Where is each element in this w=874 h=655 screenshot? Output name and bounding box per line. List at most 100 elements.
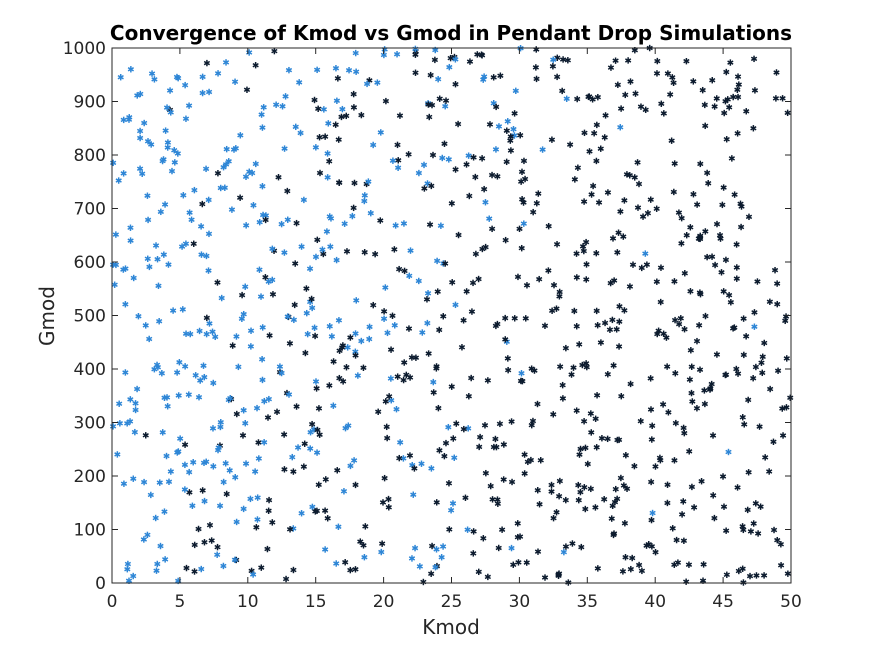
data-point-converged — [259, 376, 266, 384]
data-point-not-converged — [266, 332, 273, 339]
data-point-not-converged — [486, 121, 494, 128]
data-point-converged — [171, 159, 178, 166]
data-point-not-converged — [740, 315, 747, 322]
data-point-converged — [259, 124, 266, 131]
data-point-not-converged — [713, 351, 721, 358]
data-point-converged — [353, 297, 360, 304]
data-point-not-converged — [478, 52, 486, 59]
data-point-not-converged — [671, 561, 678, 568]
data-point-not-converged — [326, 158, 333, 165]
data-point-converged — [340, 488, 348, 495]
data-point-not-converged — [382, 398, 389, 405]
data-point-not-converged — [427, 71, 434, 79]
data-point-converged — [303, 309, 310, 317]
data-point-not-converged — [734, 86, 741, 93]
data-point-not-converged — [686, 448, 693, 455]
y-tick-label: 100 — [74, 521, 106, 541]
data-point-converged — [312, 253, 320, 261]
data-point-converged — [167, 109, 174, 116]
data-point-not-converged — [576, 451, 583, 458]
data-point-not-converged — [495, 544, 502, 552]
x-tick-label: 50 — [780, 592, 802, 612]
data-point-converged — [237, 132, 244, 139]
data-point-not-converged — [233, 410, 240, 418]
data-point-not-converged — [358, 111, 365, 119]
data-point-converged — [349, 212, 356, 220]
data-point-converged — [366, 323, 373, 331]
data-point-not-converged — [186, 489, 193, 496]
data-point-not-converged — [779, 405, 786, 412]
data-point-not-converged — [574, 95, 581, 103]
data-point-not-converged — [762, 454, 769, 461]
data-point-not-converged — [740, 526, 747, 534]
data-point-converged — [176, 359, 183, 366]
data-point-converged — [345, 422, 352, 429]
data-point-not-converged — [517, 132, 524, 139]
data-point-not-converged — [253, 524, 260, 531]
data-point-not-converged — [336, 347, 343, 354]
data-point-converged — [363, 80, 371, 88]
data-point-not-converged — [322, 133, 329, 140]
data-point-converged — [307, 429, 314, 436]
data-point-converged — [260, 439, 268, 446]
data-point-not-converged — [711, 514, 718, 522]
data-point-not-converged — [758, 359, 765, 366]
data-point-not-converged — [718, 269, 725, 276]
data-point-not-converged — [733, 275, 740, 282]
data-point-converged — [256, 218, 263, 226]
data-point-not-converged — [677, 315, 684, 322]
data-point-not-converged — [583, 276, 590, 283]
data-point-converged — [384, 329, 391, 337]
data-point-not-converged — [735, 567, 742, 575]
data-point-not-converged — [609, 316, 616, 324]
data-point-converged — [242, 419, 249, 427]
data-point-not-converged — [395, 265, 403, 273]
data-point-not-converged — [507, 147, 515, 154]
data-point-converged — [366, 335, 373, 343]
data-point-not-converged — [587, 410, 594, 417]
data-point-not-converged — [342, 559, 349, 566]
data-point-not-converged — [652, 548, 659, 556]
data-point-not-converged — [264, 414, 272, 421]
data-point-not-converged — [314, 426, 321, 434]
data-point-converged — [465, 152, 472, 159]
data-point-not-converged — [613, 326, 620, 333]
data-point-not-converged — [701, 101, 708, 109]
data-point-not-converged — [719, 473, 727, 480]
data-point-not-converged — [734, 370, 742, 377]
data-point-not-converged — [195, 525, 202, 533]
data-point-not-converged — [406, 374, 414, 381]
data-point-not-converged — [617, 474, 625, 482]
data-point-not-converged — [727, 59, 734, 66]
data-point-not-converged — [332, 121, 339, 128]
data-point-not-converged — [528, 421, 535, 429]
data-point-converged — [159, 157, 166, 165]
data-point-converged — [163, 452, 170, 460]
data-point-not-converged — [412, 69, 419, 76]
x-axis-label: Kmod — [422, 615, 480, 639]
data-point-not-converged — [687, 347, 694, 354]
data-point-not-converged — [731, 191, 738, 198]
data-point-converged — [210, 463, 217, 470]
data-point-converged — [130, 274, 137, 282]
data-point-converged — [442, 102, 449, 110]
data-point-not-converged — [573, 250, 580, 257]
data-point-converged — [220, 562, 227, 570]
data-point-not-converged — [469, 279, 477, 287]
data-point-not-converged — [569, 540, 576, 547]
data-point-not-converged — [619, 568, 627, 575]
data-point-not-converged — [484, 377, 491, 384]
data-point-not-converged — [442, 97, 450, 104]
data-point-not-converged — [238, 291, 246, 299]
data-point-converged — [130, 475, 137, 482]
data-point-not-converged — [518, 244, 525, 252]
data-point-converged — [127, 237, 134, 244]
data-point-converged — [382, 284, 389, 291]
y-tick-label: 900 — [74, 93, 106, 113]
data-point-not-converged — [463, 288, 470, 295]
y-tick-label: 700 — [74, 200, 106, 220]
data-point-not-converged — [479, 245, 486, 253]
data-point-not-converged — [638, 264, 645, 272]
data-point-not-converged — [462, 494, 469, 501]
data-point-not-converged — [647, 406, 655, 413]
